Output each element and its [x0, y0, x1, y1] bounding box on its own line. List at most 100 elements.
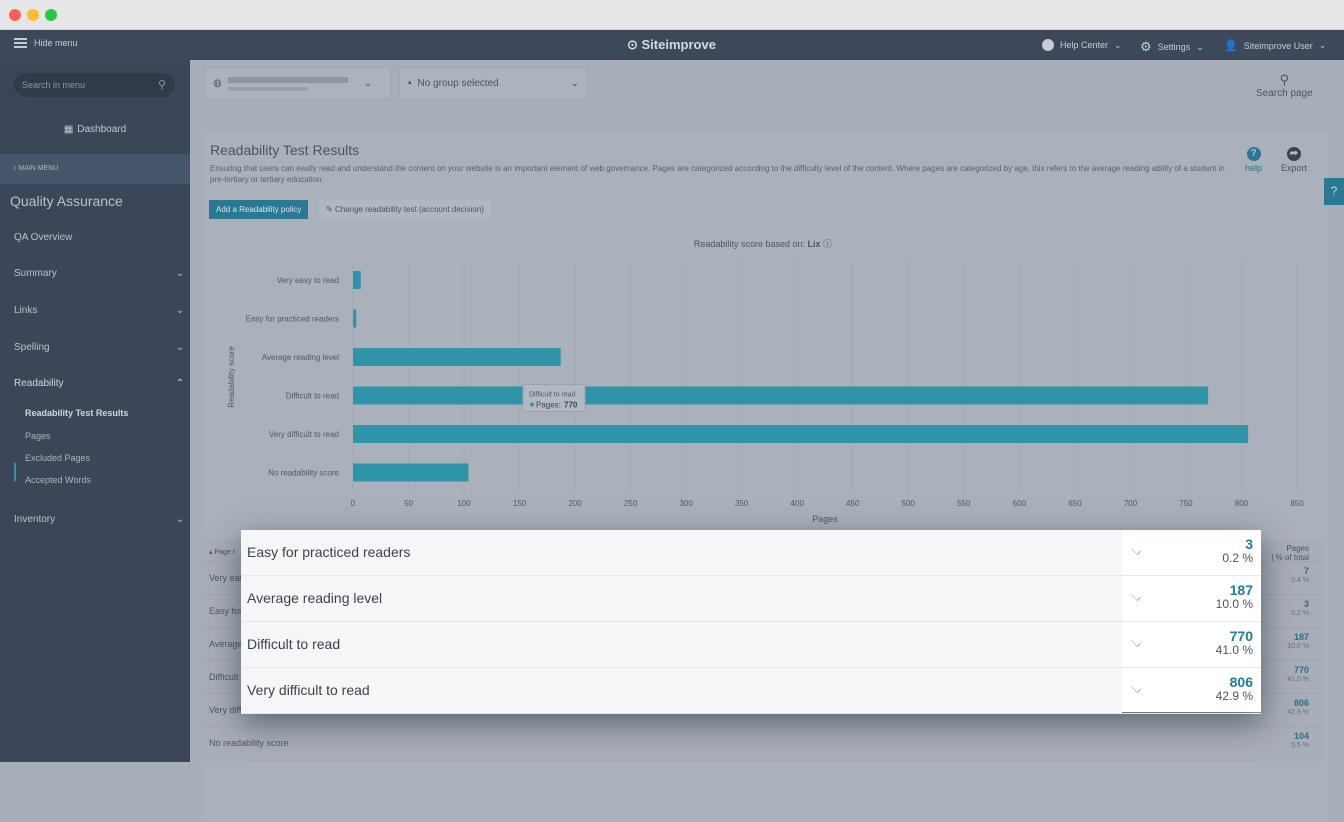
pages-count: 3 — [1245, 536, 1253, 552]
bar-5 — [353, 463, 469, 482]
x-tick-label: 750 — [1179, 499, 1193, 508]
sidebar-search-input[interactable]: Search in menu ⚲ — [14, 73, 175, 97]
sidebar-item-summary[interactable]: Summary ⌄ — [14, 268, 184, 279]
table-row[interactable]: No readability score 104 5.5 % — [203, 726, 1323, 759]
pages-percent: 41.0 % — [1215, 643, 1253, 657]
y-tick-label: Average reading level — [262, 353, 339, 362]
pages-count: 806 — [1229, 674, 1253, 690]
help-button[interactable]: ? help — [1245, 147, 1262, 173]
sidebar-dashboard-link[interactable]: ▦ Dashboard — [0, 105, 190, 153]
row-pages: 3 0.2 % — [1291, 599, 1309, 619]
top-header: Hide menu ⊙ Siteimprove Help Center ⌄ ⚙ Se… — [0, 30, 1344, 60]
nav-label: QA Overview — [14, 232, 73, 243]
header-label: Pages — [1286, 544, 1309, 553]
help-side-tab[interactable]: ? — [1324, 178, 1344, 205]
x-tick-label: 550 — [957, 499, 971, 508]
x-tick-label: 850 — [1290, 499, 1304, 508]
pages-percent: 42.9 % — [1215, 689, 1253, 703]
gear-icon: ⚙ — [1140, 39, 1152, 54]
settings-menu[interactable]: ⚙ Settings ⌄ — [1140, 39, 1204, 55]
row-pages: 104 5.5 % — [1291, 731, 1309, 751]
site-selector[interactable]: ◍ ⌄ — [204, 67, 391, 100]
x-tick-label: 800 — [1235, 499, 1249, 508]
user-icon: 👤 — [1224, 40, 1238, 52]
row-label: No readability score — [209, 738, 289, 748]
table-header-page-readability[interactable]: ▴ Page r — [209, 549, 236, 556]
export-button[interactable]: ➦ Export — [1281, 147, 1307, 173]
pages-count: 7 — [1303, 566, 1309, 576]
maximize-window-button[interactable] — [45, 9, 57, 21]
row-label: Very difficult to read — [241, 668, 1122, 713]
sidebar-item-links[interactable]: Links ⌄ — [14, 305, 184, 316]
y-axis-label: Readability score — [227, 346, 236, 408]
row-pages: 806 42.9 % — [1216, 675, 1253, 703]
change-readability-test-button[interactable]: ✎ Change readability test (account decis… — [319, 200, 491, 219]
main-menu-back-link[interactable]: ‹ MAIN MENU — [0, 154, 190, 184]
pages-percent: 10.0 % — [1287, 643, 1309, 650]
chevron-down-icon[interactable] — [1131, 637, 1141, 647]
hamburger-icon — [14, 38, 27, 48]
bar-3 — [353, 386, 1209, 405]
chevron-down-icon: ⌄ — [175, 305, 184, 316]
row-label: Average reading level — [241, 576, 1122, 621]
group-selector[interactable]: ▪ No group selected ⌄ — [399, 67, 588, 100]
pages-percent: 0.4 % — [1291, 577, 1309, 584]
tooltip-title: Difficult to read — [529, 392, 576, 399]
row-pages: 187 10.0 % — [1216, 583, 1253, 611]
export-icon: ➦ — [1287, 147, 1301, 161]
siteimprove-logo[interactable]: ⊙ Siteimprove — [627, 37, 716, 52]
row-pages: 7 0.4 % — [1291, 566, 1309, 586]
sidebar-subitem-accepted-words[interactable]: Accepted Words — [25, 475, 91, 485]
main-menu-label: MAIN MENU — [18, 165, 59, 172]
nav-label: Inventory — [14, 514, 56, 525]
minimize-window-button[interactable] — [27, 9, 39, 21]
chevron-down-icon[interactable] — [1131, 683, 1141, 693]
sidebar-subitem-pages[interactable]: Pages — [25, 431, 51, 441]
magnifier-icon: ⚲ — [1279, 72, 1290, 87]
chevron-down-icon[interactable] — [1131, 591, 1141, 601]
sidebar-subitem-readability-test-results[interactable]: Readability Test Results — [25, 408, 129, 418]
chevron-down-icon: ⌄ — [175, 514, 184, 525]
highlighted-table-rows: Easy for practiced readers 3 0.2 % Average … — [241, 530, 1261, 714]
pages-percent: 42.9 % — [1287, 709, 1309, 716]
y-tick-label: Very difficult to read — [269, 430, 339, 439]
chart-title-value: Lix — [807, 239, 821, 249]
chevron-down-icon: ⌄ — [570, 78, 579, 89]
change-test-label: Change readability test (account decisio… — [334, 205, 484, 214]
search-page-button[interactable]: ⚲ Search page — [1256, 72, 1313, 99]
active-indicator — [14, 463, 16, 481]
x-tick-label: 450 — [846, 499, 860, 508]
search-page-label: Search page — [1256, 88, 1313, 99]
chart-title: Readability score based on: Lix ⓘ — [203, 237, 1323, 250]
sidebar-item-qa-overview[interactable]: QA Overview — [14, 232, 184, 243]
close-window-button[interactable] — [9, 9, 21, 21]
nav-label: Readability — [14, 378, 64, 389]
help-center-menu[interactable]: Help Center ⌄ — [1042, 39, 1122, 51]
bar-2 — [353, 348, 561, 366]
pages-count: 187 — [1229, 582, 1253, 598]
chevron-down-icon: ⌄ — [1196, 41, 1204, 52]
x-tick-label: 700 — [1124, 499, 1138, 508]
sidebar-item-readability[interactable]: Readability ⌃ — [14, 378, 184, 389]
page-title: Readability Test Results — [210, 142, 360, 158]
add-readability-policy-button[interactable]: Add a Readability policy — [209, 200, 309, 219]
pages-percent: 0.2 % — [1222, 551, 1253, 565]
section-title: Quality Assurance — [10, 193, 123, 209]
chevron-down-icon[interactable] — [1131, 545, 1141, 555]
sidebar-subitem-excluded-pages[interactable]: Excluded Pages — [25, 453, 91, 463]
group-icon: ▪ — [408, 78, 412, 89]
sidebar-item-inventory[interactable]: Inventory ⌄ — [14, 514, 184, 525]
chevron-down-icon: ⌄ — [363, 78, 373, 89]
sidebar-item-spelling[interactable]: Spelling ⌄ — [14, 342, 184, 353]
chevron-down-icon: ⌄ — [175, 268, 184, 279]
table-header-pages[interactable]: Pages | % of total — [1271, 544, 1309, 562]
user-label: Siteimprove User — [1243, 40, 1313, 51]
hide-menu-button[interactable]: Hide menu — [14, 38, 78, 48]
row-pages: 770 41.0 % — [1216, 629, 1253, 657]
user-menu[interactable]: 👤 Siteimprove User ⌄ — [1224, 39, 1326, 52]
chevron-down-icon: ⌄ — [175, 342, 184, 353]
table-row[interactable]: Difficult to read 770 41.0 % — [241, 622, 1261, 668]
